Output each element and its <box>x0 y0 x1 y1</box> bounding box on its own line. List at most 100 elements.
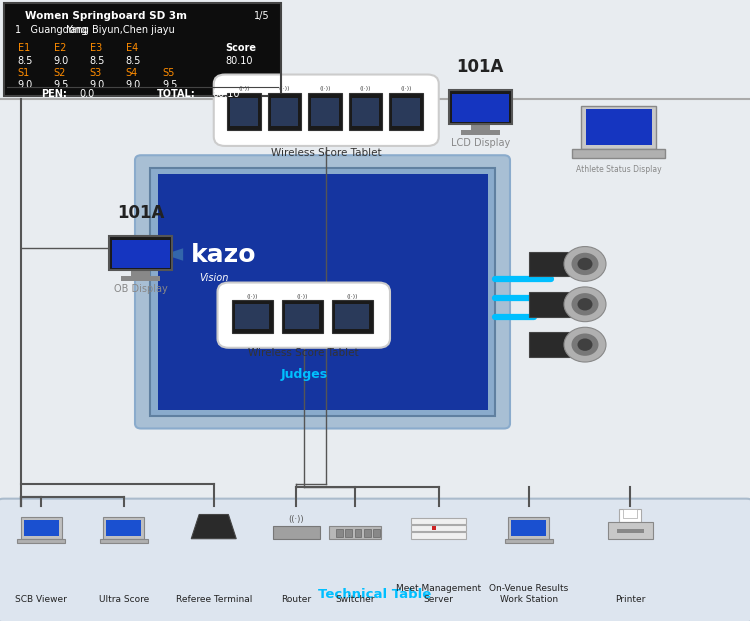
Bar <box>285 304 320 329</box>
Text: Vision: Vision <box>200 273 229 283</box>
Circle shape <box>572 253 598 275</box>
Text: Ultra Score: Ultra Score <box>99 595 148 604</box>
Text: ((·)): ((·)) <box>360 86 371 91</box>
Text: Women Springboard SD 3m: Women Springboard SD 3m <box>26 11 188 20</box>
Text: ((·)): ((·)) <box>279 86 290 91</box>
Bar <box>4 3 281 96</box>
Bar <box>616 529 644 533</box>
Text: OB Display: OB Display <box>114 284 167 294</box>
Text: ((·)): ((·)) <box>296 294 308 299</box>
Bar <box>150 168 495 416</box>
Bar <box>336 528 343 537</box>
Bar <box>230 97 258 126</box>
Text: PEN:: PEN: <box>40 89 67 99</box>
Text: Wireless Score Tablet: Wireless Score Tablet <box>271 148 382 158</box>
Circle shape <box>572 293 598 315</box>
Bar <box>581 106 656 149</box>
Text: S4: S4 <box>126 68 138 78</box>
Text: kazo: kazo <box>190 243 256 266</box>
Text: S2: S2 <box>54 68 66 78</box>
Bar <box>608 522 652 539</box>
Text: TOTAL:: TOTAL: <box>157 89 195 99</box>
Bar <box>572 149 665 158</box>
Bar <box>355 528 362 537</box>
Bar <box>412 517 466 524</box>
Text: Meet Management
Server: Meet Management Server <box>396 584 482 604</box>
Bar <box>433 525 436 530</box>
FancyBboxPatch shape <box>217 283 390 348</box>
Bar <box>509 517 549 539</box>
Text: S1: S1 <box>18 68 30 78</box>
Text: ((·)): ((·)) <box>320 86 331 91</box>
Bar <box>24 520 58 537</box>
Bar <box>352 97 380 126</box>
Text: 101A: 101A <box>457 58 504 76</box>
Bar <box>512 520 546 537</box>
Text: 9.0: 9.0 <box>90 81 105 91</box>
Circle shape <box>564 327 606 362</box>
Text: Athlete Status Display: Athlete Status Display <box>576 165 662 173</box>
Bar <box>505 539 553 543</box>
Bar <box>335 304 370 329</box>
Bar <box>623 509 637 518</box>
Text: Yang Biyun,Chen jiayu: Yang Biyun,Chen jiayu <box>66 25 175 35</box>
Text: 8.5: 8.5 <box>90 57 105 66</box>
Bar <box>131 270 150 278</box>
Text: S3: S3 <box>90 68 102 78</box>
Text: ((·)): ((·)) <box>238 86 250 91</box>
Bar <box>158 174 488 410</box>
Text: E4: E4 <box>126 43 138 53</box>
Polygon shape <box>191 514 236 539</box>
Bar <box>448 90 512 124</box>
Bar <box>271 97 298 126</box>
Text: ((·)): ((·)) <box>247 294 258 299</box>
Text: 1/5: 1/5 <box>254 11 270 20</box>
Text: On-Venue Results
Work Station: On-Venue Results Work Station <box>489 584 568 604</box>
Text: 9.0: 9.0 <box>126 81 141 91</box>
Text: Wireless Score Tablet: Wireless Score Tablet <box>248 348 359 358</box>
Bar <box>412 525 466 532</box>
Bar <box>374 528 380 537</box>
Bar <box>364 528 370 537</box>
Bar <box>4 3 281 96</box>
Bar <box>273 526 320 539</box>
Text: 1   Guangdong: 1 Guangdong <box>15 25 87 35</box>
Text: Switcher: Switcher <box>335 595 374 604</box>
Circle shape <box>572 333 598 356</box>
FancyBboxPatch shape <box>214 75 439 146</box>
Circle shape <box>564 247 606 281</box>
Text: ((·)): ((·)) <box>346 294 358 299</box>
Bar <box>268 93 302 130</box>
Bar <box>349 93 382 130</box>
Text: Judges: Judges <box>280 368 327 381</box>
Bar <box>389 93 423 130</box>
Bar <box>461 130 500 135</box>
Bar <box>106 520 141 537</box>
Bar <box>529 332 574 357</box>
Circle shape <box>578 298 592 310</box>
Text: ◄: ◄ <box>164 243 183 266</box>
Bar <box>21 517 62 539</box>
Bar <box>471 124 490 132</box>
FancyBboxPatch shape <box>0 499 750 621</box>
Bar <box>345 528 352 537</box>
Text: Printer: Printer <box>615 595 645 604</box>
Bar <box>104 517 144 539</box>
Bar <box>311 97 339 126</box>
Bar <box>227 93 261 130</box>
Text: 80.10: 80.10 <box>226 57 254 66</box>
Text: 80.10: 80.10 <box>212 89 239 99</box>
Bar <box>412 532 466 539</box>
Bar <box>232 300 273 333</box>
Text: E1: E1 <box>18 43 30 53</box>
Bar <box>109 236 172 270</box>
Text: LCD Display: LCD Display <box>451 138 510 148</box>
Bar <box>235 304 269 329</box>
Circle shape <box>578 338 592 351</box>
Bar <box>282 300 322 333</box>
Text: Score: Score <box>226 43 256 53</box>
Text: S5: S5 <box>162 68 174 78</box>
Circle shape <box>564 287 606 322</box>
Text: 9.5: 9.5 <box>54 81 69 91</box>
Text: 9.0: 9.0 <box>18 81 33 91</box>
